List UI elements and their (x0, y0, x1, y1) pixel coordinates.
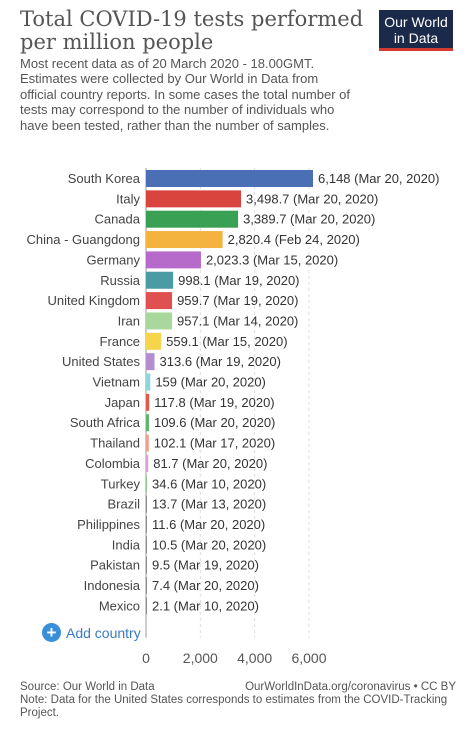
category-label: United States (62, 354, 141, 369)
bar (146, 312, 172, 330)
category-label: Canada (94, 212, 140, 227)
bar (146, 536, 147, 554)
category-label: Pakistan (90, 558, 140, 573)
category-label: Japan (105, 395, 140, 410)
footer: Source: Our World in Data OurWorldInData… (20, 681, 456, 720)
footer-link[interactable]: OurWorldInData.org/coronavirus • CC BY (245, 681, 456, 693)
category-label: Mexico (99, 598, 140, 613)
x-tick-label: 6,000 (291, 650, 326, 666)
logo-line-1: Our World (384, 14, 448, 30)
x-tick-label: 0 (142, 650, 150, 666)
category-label: South Africa (70, 415, 141, 430)
logo-line-2: in Data (393, 30, 439, 46)
bar (146, 210, 239, 228)
bar (146, 577, 147, 594)
data-label: 34.6 (Mar 10, 2020) (152, 476, 266, 491)
data-label: 109.6 (Mar 20, 2020) (154, 415, 275, 430)
category-label: India (112, 537, 141, 552)
bar (146, 393, 150, 411)
data-label: 313.6 (Mar 19, 2020) (160, 354, 281, 369)
bar (146, 292, 173, 310)
category-label: Russia (100, 273, 141, 288)
bar (146, 353, 155, 371)
category-label: Indonesia (84, 578, 141, 593)
bar (146, 495, 147, 513)
data-label: 11.6 (Mar 20, 2020) (152, 517, 265, 532)
chart-title: Total COVID-19 tests performed per milli… (20, 7, 364, 54)
data-label: 957.1 (Mar 14, 2020) (177, 313, 298, 328)
data-label: 998.1 (Mar 19, 2020) (178, 273, 299, 288)
bar (146, 475, 147, 493)
bar (146, 332, 162, 350)
data-label: 9.5 (Mar 19, 2020) (152, 558, 259, 573)
bar (146, 271, 174, 289)
data-label: 117.8 (Mar 19, 2020) (154, 395, 274, 410)
data-label: 6,148 (Mar 20, 2020) (318, 171, 439, 186)
data-label: 959.7 (Mar 19, 2020) (177, 293, 298, 308)
bar (146, 556, 147, 574)
bar (146, 251, 201, 269)
data-label: 13.7 (Mar 13, 2020) (152, 497, 266, 512)
category-label: Iran (118, 313, 140, 328)
data-label: 3,389.7 (Mar 20, 2020) (243, 212, 375, 227)
data-label: 3,498.7 (Mar 20, 2020) (246, 191, 378, 206)
bar (146, 434, 149, 452)
category-label: France (100, 334, 140, 349)
category-label: Philippines (77, 517, 140, 532)
category-label: Italy (116, 191, 140, 206)
x-tick-label: 2,000 (183, 650, 218, 666)
data-label: 2,023.3 (Mar 15, 2020) (206, 252, 338, 267)
bar (146, 597, 147, 615)
category-label: South Korea (68, 171, 141, 186)
category-label: Thailand (90, 436, 140, 451)
data-label: 102.1 (Mar 17, 2020) (154, 436, 275, 451)
category-label: China - Guangdong (27, 232, 140, 247)
data-label: 2.1 (Mar 10, 2020) (152, 598, 259, 613)
bar (146, 190, 242, 208)
add-country-button[interactable]: + Add country (42, 623, 141, 642)
data-label: 559.1 (Mar 15, 2020) (166, 334, 287, 349)
data-label: 10.5 (Mar 20, 2020) (152, 537, 266, 552)
category-label: Brazil (107, 497, 140, 512)
data-label: 2,820.4 (Feb 24, 2020) (228, 232, 360, 247)
category-label: United Kingdom (48, 293, 141, 308)
bar (146, 231, 223, 249)
category-label: Turkey (101, 476, 141, 491)
plus-icon: + (42, 623, 61, 642)
bar (146, 414, 149, 432)
category-label: Germany (87, 252, 141, 267)
category-label: Vietnam (93, 375, 140, 390)
chart-subtitle: Most recent data as of 20 March 2020 - 1… (20, 56, 350, 133)
x-tick-label: 4,000 (237, 650, 272, 666)
data-label: 7.4 (Mar 20, 2020) (152, 578, 259, 593)
owid-logo[interactable]: Our World in Data (379, 10, 453, 51)
category-label: Colombia (85, 456, 141, 471)
bar (146, 373, 151, 391)
data-label: 159 (Mar 20, 2020) (155, 375, 266, 390)
data-label: 81.7 (Mar 20, 2020) (153, 456, 267, 471)
source-text: Source: Our World in Data (20, 681, 155, 693)
add-country-label: Add country (66, 624, 141, 641)
bar (146, 170, 313, 187)
footer-note: Note: Data for the United States corresp… (20, 694, 448, 719)
bar (146, 515, 147, 533)
bar (146, 454, 149, 472)
